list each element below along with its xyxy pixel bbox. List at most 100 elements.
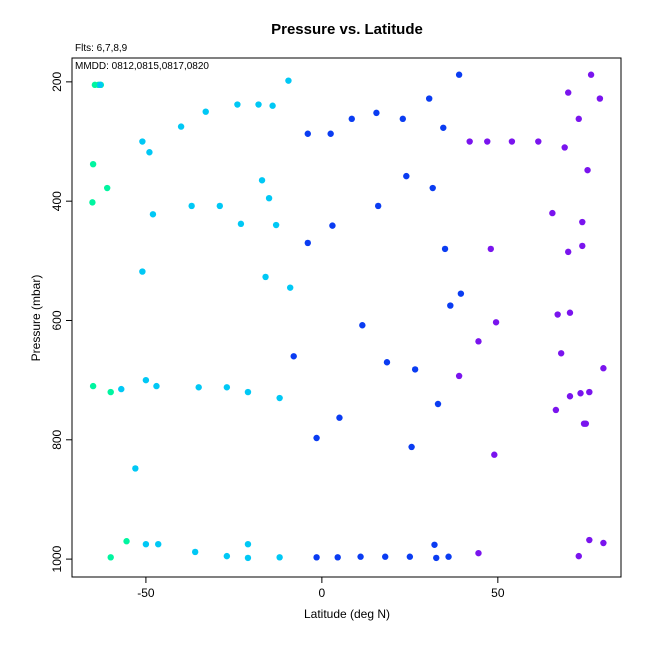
y-axis: 200 400 600 800 1000 [50,72,72,572]
data-point [535,138,542,145]
data-point [441,245,449,253]
data-point [304,239,311,247]
data-point [429,184,436,192]
data-point [403,172,410,180]
data-point [445,553,452,560]
data-point [237,220,245,228]
data-point [89,160,97,168]
data-point [286,284,294,291]
chart-subtitle: Flts: 6,7,8,9 [75,43,128,54]
data-point [565,248,572,256]
data-point [566,393,574,400]
data-point [195,384,202,391]
data-point [89,382,97,390]
data-point [359,322,366,329]
data-point [142,376,150,384]
data-point [491,451,498,458]
y-axis-label: Pressure (mbar) [29,275,43,362]
data-point [557,350,565,357]
data-point [123,538,130,545]
data-point [276,394,283,402]
data-point [244,554,252,562]
x-axis: -50 0 50 [137,577,505,600]
data-point [244,388,252,396]
data-point [290,353,297,360]
x-tick-label: 0 [319,586,326,600]
data-point [508,138,516,145]
data-point [457,290,465,297]
data-point [575,115,582,123]
data-point [276,554,283,561]
data-point [455,372,463,380]
data-point [96,81,104,89]
x-axis-label: Latitude (deg N) [304,607,390,621]
data-point [132,465,139,472]
y-tick-label: 200 [50,72,64,92]
data-point [244,540,252,548]
data-point [475,338,482,345]
data-point [575,552,582,560]
data-point [327,130,334,137]
data-point [487,245,494,253]
y-tick-label: 1000 [50,545,64,572]
data-point [313,434,320,442]
data-point [272,221,280,229]
data-point [455,71,463,78]
data-point [431,541,438,548]
data-point [373,109,380,117]
data-point [255,101,262,108]
data-point [265,194,273,202]
data-point [191,548,199,556]
data-point [579,242,586,250]
data-point [149,211,157,218]
series-1 [89,81,130,561]
data-point [382,553,389,560]
data-point [89,199,96,206]
data-point [202,108,209,115]
data-point [440,124,447,131]
data-point [566,309,574,316]
data-point [426,95,433,102]
data-point [107,388,114,396]
data-point [139,268,146,275]
data-point [484,138,491,145]
y-tick-label: 800 [50,429,64,449]
data-point [411,366,419,373]
data-point [433,554,440,562]
data-point [139,138,146,145]
data-point [587,71,595,78]
data-point [313,554,320,561]
data-point [103,184,111,192]
data-point [475,549,482,557]
data-point [269,102,276,109]
series-3 [290,71,465,562]
data-point [336,414,343,421]
data-point [304,130,311,137]
data-point [408,443,415,451]
chart-title: Pressure vs. Latitude [271,21,423,38]
data-point [579,218,586,226]
data-point [118,385,125,393]
chart-annotation: MMDD: 0812,0815,0817,0820 [75,61,209,72]
data-point [262,273,269,281]
data-point [406,553,414,560]
data-point [234,101,241,108]
data-point [223,552,231,560]
x-tick-label: -50 [137,586,155,600]
data-point [146,149,153,156]
data-point [216,202,224,210]
data-point [258,177,266,184]
data-point [188,202,195,210]
data-point [285,77,292,84]
data-point [153,382,160,390]
data-point [155,540,162,548]
data-point [549,209,556,217]
data-point [348,115,355,123]
data-point [565,89,572,96]
series-4 [455,71,607,560]
data-points [89,71,607,562]
data-point [329,222,336,229]
data-point [561,144,568,151]
data-point [582,420,590,427]
